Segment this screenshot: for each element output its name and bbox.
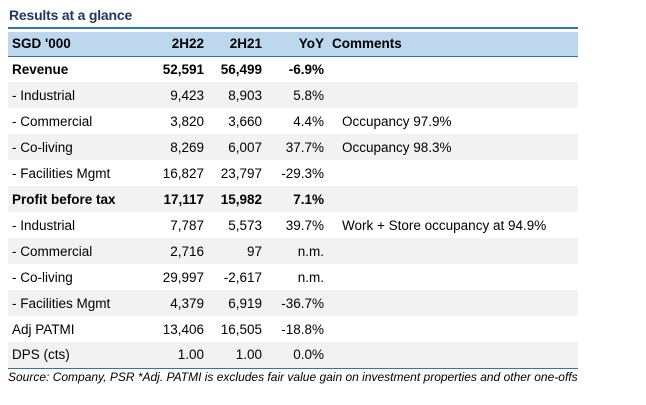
table-row: - Commercial 3,820 3,660 4.4% Occupancy … [8, 108, 578, 134]
row-label: - Facilities Mgmt [12, 295, 111, 311]
value-2h21: 1.00 [235, 347, 262, 363]
row-label: DPS (cts) [12, 347, 70, 363]
value-2h21: 8,903 [228, 87, 262, 103]
value-2h21: 23,797 [220, 165, 262, 181]
row-label: - Co-living [12, 269, 73, 285]
table-row: - Industrial 7,787 5,573 39.7% Work + St… [8, 212, 578, 238]
value-2h21: 15,982 [220, 191, 262, 207]
value-2h22: 4,379 [170, 295, 204, 311]
value-2h21: 5,573 [228, 217, 262, 233]
table-title: Results at a glance [9, 7, 133, 23]
row-label: - Commercial [12, 113, 93, 129]
value-2h21: 6,919 [228, 295, 262, 311]
table-row: Adj PATMI 13,406 16,505 -18.8% [8, 316, 578, 342]
results-table: SGD '000 2H22 2H21 YoY Comments Revenue … [8, 32, 578, 369]
value-2h22: 13,406 [162, 321, 204, 337]
value-yoy: -29.3% [281, 165, 324, 181]
value-yoy: 39.7% [285, 217, 324, 233]
value-yoy: 4.4% [293, 113, 324, 129]
value-2h22: 7,787 [170, 217, 204, 233]
value-2h22: 52,591 [162, 61, 204, 77]
row-comment: Occupancy 98.3% [342, 139, 452, 155]
row-comment [328, 238, 578, 264]
table-row: - Industrial 9,423 8,903 5.8% [8, 82, 578, 108]
value-2h22: 9,423 [170, 87, 204, 103]
table-header-row: SGD '000 2H22 2H21 YoY Comments [8, 32, 578, 57]
header-2h22: 2H22 [144, 32, 208, 57]
value-yoy: 7.1% [293, 191, 324, 207]
header-yoy: YoY [266, 32, 328, 57]
row-comment: Occupancy 97.9% [342, 113, 452, 129]
value-2h21: 16,505 [220, 321, 262, 337]
value-2h22: 2,716 [170, 243, 204, 259]
value-2h21: 6,007 [228, 139, 262, 155]
row-label: - Industrial [12, 87, 76, 103]
table-row: Revenue 52,591 56,499 -6.9% [8, 56, 578, 82]
value-yoy: 37.7% [285, 139, 324, 155]
row-label: - Facilities Mgmt [12, 165, 111, 181]
header-comments: Comments [328, 32, 578, 57]
row-comment [328, 316, 578, 342]
value-2h21: 97 [246, 243, 262, 259]
value-yoy: -18.8% [281, 321, 324, 337]
row-label: - Industrial [12, 217, 76, 233]
row-comment [328, 264, 578, 290]
row-label: Revenue [12, 61, 69, 77]
value-2h22: 17,117 [163, 191, 204, 207]
row-comment [328, 342, 578, 368]
table-row: - Commercial 2,716 97 n.m. [8, 238, 578, 264]
value-2h22: 1.00 [177, 347, 204, 363]
row-label: - Co-living [12, 139, 73, 155]
row-label: Adj PATMI [12, 321, 75, 337]
value-2h22: 8,269 [170, 139, 204, 155]
row-comment [328, 82, 578, 108]
value-2h22: 3,820 [170, 113, 204, 129]
row-comment [328, 290, 578, 316]
title-divider [8, 27, 578, 29]
row-label: - Commercial [12, 243, 93, 259]
row-comment: Work + Store occupancy at 94.9% [342, 217, 547, 233]
header-label: SGD '000 [8, 32, 144, 57]
value-2h22: 16,827 [162, 165, 204, 181]
value-yoy: n.m. [297, 269, 324, 285]
value-2h22: 29,997 [162, 269, 204, 285]
table-row: - Facilities Mgmt 4,379 6,919 -36.7% [8, 290, 578, 316]
value-yoy: 0.0% [293, 347, 324, 363]
table-row: - Co-living 8,269 6,007 37.7% Occupancy … [8, 134, 578, 160]
header-2h21: 2H21 [208, 32, 266, 57]
row-comment [328, 56, 578, 82]
value-yoy: -36.7% [281, 295, 324, 311]
source-note: Source: Company, PSR *Adj. PATMI is excl… [8, 370, 578, 384]
value-yoy: -6.9% [288, 61, 324, 77]
value-2h21: -2,617 [223, 269, 262, 285]
row-comment [328, 186, 578, 212]
row-label: Profit before tax [12, 191, 116, 207]
value-yoy: n.m. [297, 243, 324, 259]
row-comment [328, 160, 578, 186]
table-row: - Co-living 29,997 -2,617 n.m. [8, 264, 578, 290]
table-row: - Facilities Mgmt 16,827 23,797 -29.3% [8, 160, 578, 186]
table-row: Profit before tax 17,117 15,982 7.1% [8, 186, 578, 212]
value-2h21: 56,499 [220, 61, 262, 77]
value-2h21: 3,660 [228, 113, 262, 129]
value-yoy: 5.8% [293, 87, 324, 103]
table-row: DPS (cts) 1.00 1.00 0.0% [8, 342, 578, 368]
